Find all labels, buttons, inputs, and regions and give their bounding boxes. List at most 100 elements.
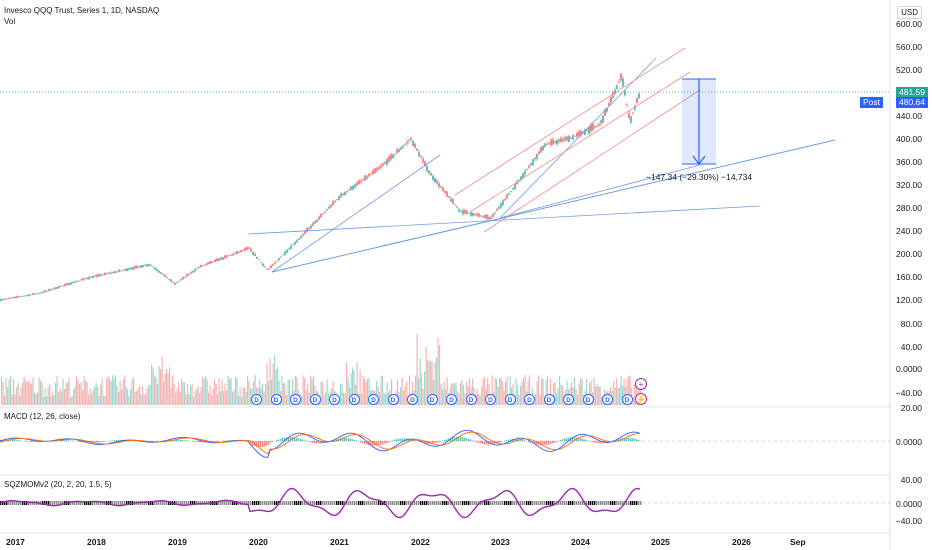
macd-histogram-bar <box>450 437 452 442</box>
candle <box>376 168 378 171</box>
sqz-bar <box>446 501 448 505</box>
sqz-bar <box>336 501 338 505</box>
dividend-marker[interactable]: D <box>543 394 555 405</box>
macd-histogram-bar <box>366 441 368 445</box>
candle <box>474 213 476 215</box>
dividend-marker[interactable]: D <box>348 394 360 405</box>
candle <box>176 282 178 284</box>
candle <box>574 135 576 137</box>
candle <box>232 253 234 256</box>
macd-histogram-bar <box>584 439 586 442</box>
volume-bar <box>202 376 204 405</box>
dividend-marker[interactable]: D <box>329 394 340 405</box>
candle <box>542 145 544 151</box>
dividend-marker[interactable]: D <box>251 394 262 405</box>
volume-bar <box>343 392 345 405</box>
volume-bar <box>278 380 280 405</box>
volume-bar <box>179 392 181 405</box>
dividend-marker[interactable]: D <box>465 394 477 405</box>
candle <box>348 189 350 191</box>
volume-bar <box>206 379 208 405</box>
dividend-marker[interactable]: D <box>368 394 379 405</box>
candle <box>258 259 260 261</box>
candle <box>350 186 352 190</box>
sqz-bar <box>182 501 184 505</box>
volume-bar <box>481 387 483 405</box>
volume-bar <box>239 387 241 405</box>
volume-bar <box>133 377 135 405</box>
dividend-marker[interactable]: D <box>426 394 438 405</box>
dividend-marker[interactable]: D <box>602 394 613 405</box>
volume-bar <box>34 392 36 405</box>
sqz-bar <box>400 501 402 505</box>
dividend-marker[interactable]: D <box>504 394 516 405</box>
volume-bar <box>340 383 342 405</box>
volume-bar <box>79 383 81 405</box>
macd-histogram-bar <box>484 441 486 445</box>
candle <box>578 131 580 136</box>
macd-histogram-bar <box>506 440 508 442</box>
macd-histogram-bar <box>624 437 626 442</box>
volume-bar <box>145 393 147 405</box>
candle <box>68 283 70 286</box>
macd-histogram-bar <box>598 441 600 444</box>
add-plus-icon[interactable]: + <box>635 378 647 390</box>
volume-bar <box>266 362 268 405</box>
volume-bar <box>41 382 43 405</box>
dividend-marker[interactable]: D <box>407 394 418 405</box>
dividend-marker[interactable]: D <box>524 394 535 405</box>
macd-histogram-bar <box>298 438 300 442</box>
macd-histogram-bar <box>354 439 356 442</box>
macd-histogram-bar <box>104 441 106 442</box>
volume-bar <box>529 375 531 405</box>
candle <box>552 139 554 145</box>
macd-histogram-bar <box>398 438 400 442</box>
sqz-title[interactable]: SQZMOMv2 (20, 2, 20, 1.5, 5) <box>4 480 112 489</box>
sqz-bar <box>434 501 436 505</box>
lightning-icon[interactable]: ⚡ <box>635 393 647 405</box>
candle <box>108 272 110 274</box>
macd-histogram-bar <box>180 439 182 442</box>
candle <box>264 266 266 268</box>
volume-bar <box>19 395 21 405</box>
sqz-bar <box>288 501 290 505</box>
volume-bar <box>169 367 171 405</box>
dividend-marker[interactable]: D <box>290 394 301 405</box>
candle <box>372 170 374 175</box>
candle <box>256 256 258 259</box>
volume-bar <box>178 381 180 405</box>
symbol-title[interactable]: Invesco QQQ Trust, Series 1, 1D, NASDAQ <box>4 6 160 15</box>
candle <box>432 175 434 180</box>
volume-bar <box>361 393 363 405</box>
dividend-marker[interactable]: D <box>446 394 457 405</box>
volume-bar <box>520 385 522 405</box>
dividend-marker[interactable]: D <box>621 394 633 405</box>
volume-bar <box>184 382 186 405</box>
macd-histogram-bar <box>376 441 378 446</box>
volume-bar <box>125 386 127 405</box>
volume-bar <box>61 391 63 405</box>
dividend-marker[interactable]: D <box>582 394 594 405</box>
currency-button[interactable]: USD <box>897 6 922 19</box>
sqz-bar <box>248 501 250 505</box>
dividend-marker[interactable]: D <box>387 394 399 405</box>
volume-bar <box>356 362 358 405</box>
macd-histogram-bar <box>628 437 630 442</box>
time-tick: 2021 <box>330 537 349 547</box>
macd-histogram-bar <box>30 441 32 442</box>
volume-bar <box>305 389 307 405</box>
candle <box>562 139 564 142</box>
dividend-marker[interactable]: D <box>563 394 574 405</box>
dividend-marker[interactable]: D <box>270 394 282 405</box>
measure-arrowhead <box>692 155 706 165</box>
candle <box>638 93 640 99</box>
dividend-marker[interactable]: D <box>309 394 321 405</box>
macd-title[interactable]: MACD (12, 26, close) <box>4 412 81 421</box>
sqz-bar <box>448 501 450 505</box>
time-tick: 2022 <box>411 537 430 547</box>
volume-bar <box>137 387 139 405</box>
dividend-marker[interactable]: D <box>485 394 496 405</box>
candle <box>586 129 588 131</box>
sqz-bar <box>164 501 166 505</box>
